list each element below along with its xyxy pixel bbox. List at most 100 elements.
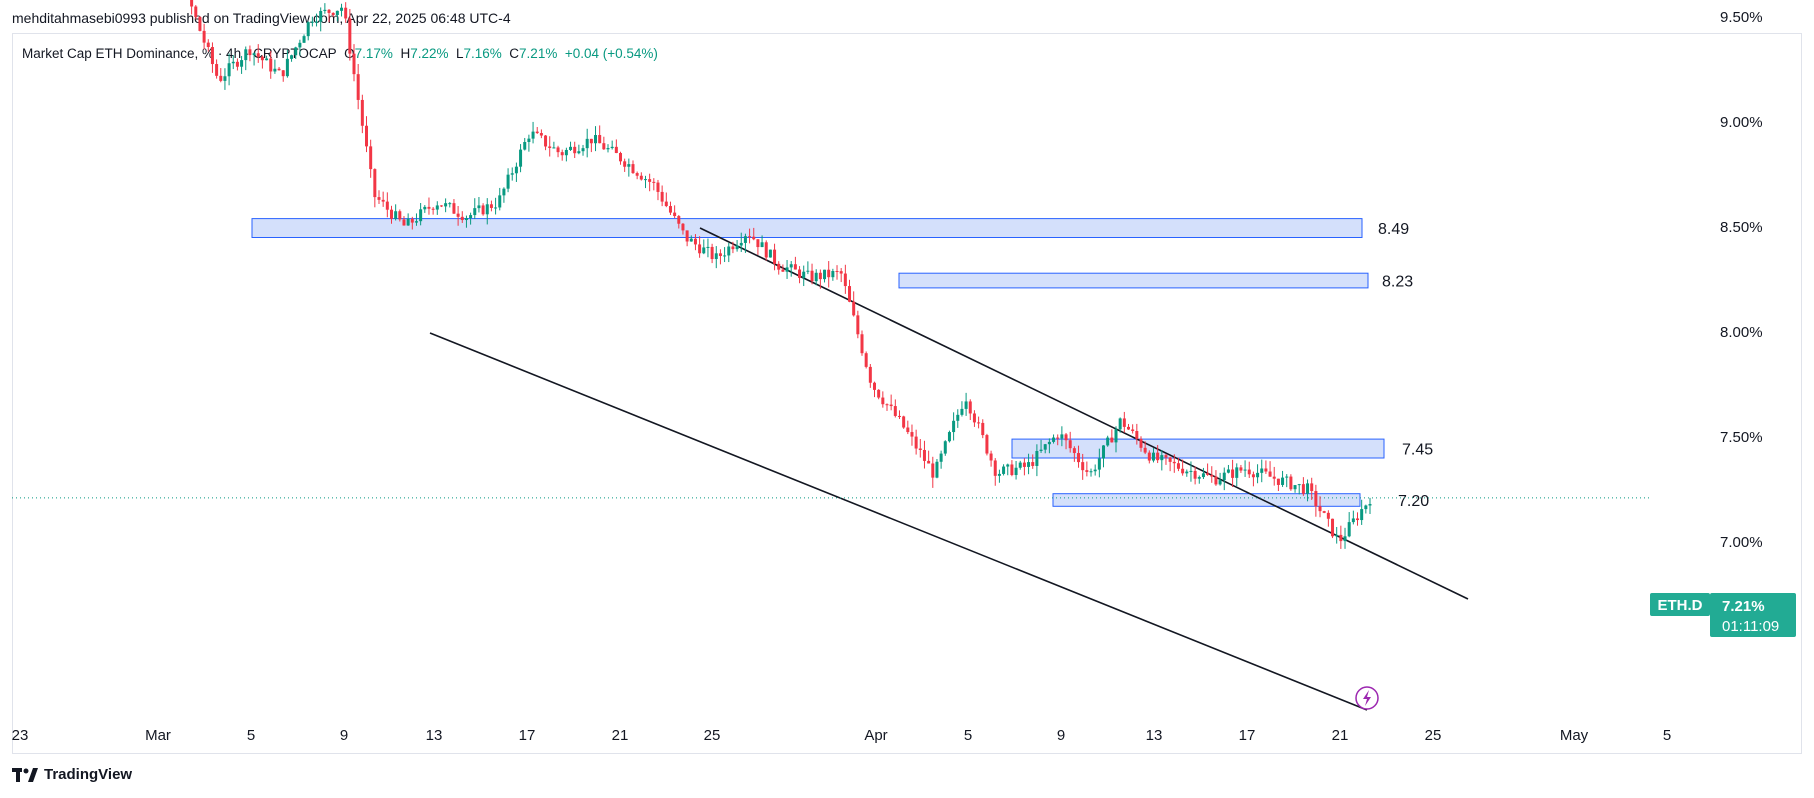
candle-body bbox=[1168, 457, 1172, 462]
candle-body bbox=[1027, 462, 1031, 467]
candle-body bbox=[610, 146, 614, 149]
candle-body bbox=[1260, 468, 1264, 473]
x-tick-label: 25 bbox=[1425, 727, 1442, 744]
candle-body bbox=[1052, 437, 1056, 442]
candle-body bbox=[681, 223, 685, 231]
candle-body bbox=[585, 138, 589, 149]
candle-body bbox=[989, 453, 993, 461]
candle-body bbox=[531, 131, 535, 139]
candle-body bbox=[1126, 426, 1130, 430]
candle-body bbox=[381, 199, 385, 202]
candle-body bbox=[810, 270, 814, 282]
candle-body bbox=[365, 125, 369, 147]
candle-body bbox=[1018, 462, 1022, 468]
x-tick-label: May bbox=[1560, 727, 1589, 744]
candle-body bbox=[1364, 505, 1368, 510]
candle-body bbox=[1031, 462, 1035, 466]
candle-body bbox=[893, 406, 897, 416]
candle-body bbox=[602, 143, 606, 150]
symbol-badge bbox=[1650, 593, 1710, 616]
candle-body bbox=[494, 207, 498, 209]
candle-body bbox=[265, 58, 269, 61]
candle-body bbox=[1314, 491, 1318, 507]
candle-body bbox=[889, 404, 893, 407]
candle-body bbox=[1106, 437, 1110, 446]
candle-body bbox=[377, 197, 381, 200]
candle-body bbox=[939, 453, 943, 462]
candle-body bbox=[1064, 434, 1068, 441]
candle-body bbox=[1006, 464, 1010, 467]
zone-level-label: 8.23 bbox=[1382, 274, 1413, 291]
candle-body bbox=[793, 264, 797, 270]
candle-body bbox=[710, 246, 714, 260]
candle-body bbox=[1339, 534, 1343, 542]
candle-body bbox=[1068, 440, 1072, 449]
candle-body bbox=[1347, 522, 1351, 537]
candle-body bbox=[727, 246, 731, 256]
candle-body bbox=[927, 460, 931, 464]
y-tick-label: 8.50% bbox=[1720, 219, 1763, 236]
candle-body bbox=[818, 272, 822, 280]
candle-body bbox=[1081, 462, 1085, 471]
candle-body bbox=[323, 9, 327, 11]
candle-countdown: 01:11:09 bbox=[1722, 618, 1779, 635]
candle-body bbox=[785, 267, 789, 272]
candle-body bbox=[935, 461, 939, 478]
candle-body bbox=[1039, 449, 1043, 451]
candle-body bbox=[539, 133, 543, 136]
candle-body bbox=[273, 68, 277, 72]
candle-body bbox=[477, 205, 481, 209]
candle-body bbox=[1356, 518, 1360, 521]
candle-body bbox=[485, 204, 489, 215]
candle-body bbox=[360, 99, 364, 126]
candle-body bbox=[352, 53, 356, 75]
candle-body bbox=[881, 397, 885, 405]
candle-body bbox=[660, 191, 664, 202]
candle-body bbox=[1218, 480, 1222, 485]
candle-body bbox=[1093, 469, 1097, 472]
candle-body bbox=[1085, 470, 1089, 472]
candle-body bbox=[685, 230, 689, 242]
footer-brand[interactable]: TradingView bbox=[12, 766, 132, 783]
candle-body bbox=[918, 448, 922, 450]
candle-body bbox=[985, 435, 989, 454]
candle-body bbox=[1247, 469, 1251, 475]
candle-body bbox=[652, 181, 656, 183]
candle-body bbox=[452, 203, 456, 214]
candle-body bbox=[1201, 473, 1205, 478]
candle-body bbox=[756, 239, 760, 248]
candle-body bbox=[1272, 476, 1276, 479]
candle-body bbox=[960, 408, 964, 415]
candle-body bbox=[552, 147, 556, 149]
candle-body bbox=[210, 47, 214, 65]
candle-body bbox=[1172, 461, 1176, 464]
candle-body bbox=[544, 135, 548, 147]
x-tick-label: 21 bbox=[612, 727, 629, 744]
candle-body bbox=[1014, 467, 1018, 476]
x-tick-label: 23 bbox=[12, 727, 29, 744]
candle-body bbox=[1301, 484, 1305, 494]
candle-body bbox=[1135, 430, 1139, 439]
candle-body bbox=[1331, 518, 1335, 537]
price-badge-value: 7.21% bbox=[1722, 598, 1765, 615]
y-tick-label: 7.50% bbox=[1720, 429, 1763, 446]
candle-body bbox=[1102, 445, 1106, 459]
candle-body bbox=[977, 422, 981, 424]
open-value: 7.17% bbox=[354, 46, 393, 61]
candle-body bbox=[1110, 437, 1114, 443]
candle-body bbox=[718, 253, 722, 257]
candle-body bbox=[398, 211, 402, 220]
candle-body bbox=[843, 273, 847, 287]
chart-frame[interactable] bbox=[12, 33, 1802, 754]
lower-channel-line bbox=[429, 332, 1368, 711]
candle-body bbox=[1043, 444, 1047, 450]
candle-body bbox=[389, 209, 393, 219]
candle-body bbox=[968, 401, 972, 414]
candle-body bbox=[310, 21, 314, 23]
candle-body bbox=[831, 271, 835, 278]
candle-body bbox=[885, 404, 889, 406]
candle-body bbox=[589, 138, 593, 144]
candle-body bbox=[260, 56, 264, 61]
close-label: C bbox=[509, 46, 520, 61]
